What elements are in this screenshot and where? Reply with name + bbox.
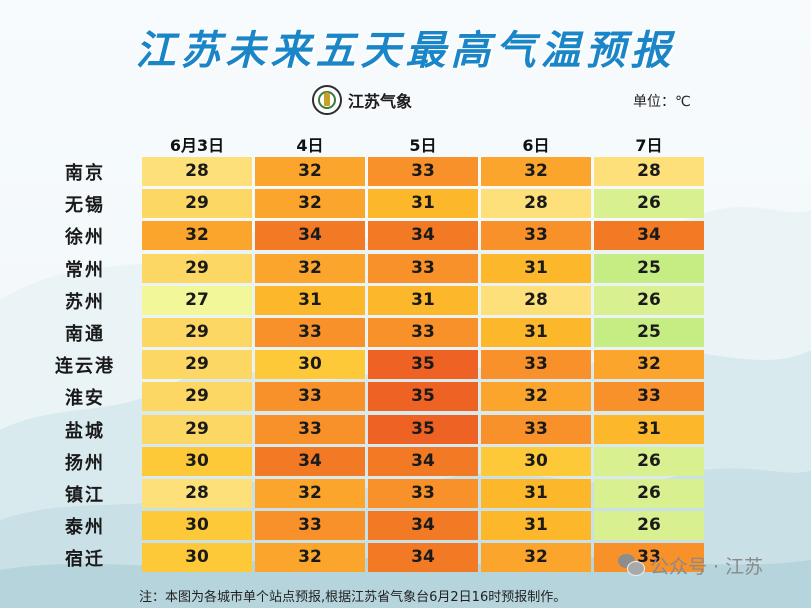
temperature-cell: 25 xyxy=(594,253,704,283)
footnote: 注：本图为各城市单个站点预报,根据江苏省气象台6月2日16时预报制作。 xyxy=(139,590,567,605)
temperature-cell: 31 xyxy=(481,318,591,347)
temperature-cell: 27 xyxy=(142,285,252,315)
temperature-cell: 33 xyxy=(594,382,704,412)
temperature-cell: 33 xyxy=(481,350,591,380)
temperature-cell: 33 xyxy=(368,479,478,508)
temperature-cell: 28 xyxy=(142,157,252,186)
city-label: 宿迁 xyxy=(65,549,105,571)
column-header: 4日 xyxy=(296,136,324,155)
temperature-cell: 34 xyxy=(368,221,478,251)
temperature-cell: 33 xyxy=(481,221,591,251)
temperature-cell: 33 xyxy=(594,543,704,573)
temperature-cell: 35 xyxy=(368,382,478,412)
temperature-cell: 29 xyxy=(142,318,252,347)
temperature-cell: 32 xyxy=(255,157,365,186)
temperature-cell: 30 xyxy=(142,511,252,541)
wechat-watermark: 公众号 · 江苏 xyxy=(618,548,763,582)
jiangsu-meteorology-emblem-icon xyxy=(312,85,342,115)
temperature-cell: 34 xyxy=(594,221,704,251)
temperature-cell: 28 xyxy=(481,285,591,315)
city-label: 南通 xyxy=(65,324,105,345)
temperature-cell: 32 xyxy=(594,350,704,380)
city-label: 无锡 xyxy=(65,195,105,217)
temperature-cell: 32 xyxy=(255,543,365,573)
city-label: 徐州 xyxy=(65,227,105,249)
watermark-text: 公众号 · 江苏 xyxy=(650,555,764,578)
temperature-cell: 32 xyxy=(255,253,365,283)
temperature-cell: 32 xyxy=(255,189,365,219)
temperature-cell: 29 xyxy=(142,189,252,219)
temperature-cell: 30 xyxy=(142,446,252,476)
city-label: 淮安 xyxy=(65,388,105,410)
temperature-cell: 26 xyxy=(594,511,704,541)
temperature-cell: 31 xyxy=(594,414,704,444)
city-label: 连云港 xyxy=(55,356,115,378)
temperature-cell: 32 xyxy=(481,543,591,573)
temperature-cell: 33 xyxy=(481,414,591,444)
temperature-cell: 28 xyxy=(594,157,704,186)
temperature-cell: 31 xyxy=(255,285,365,315)
temperature-cell: 34 xyxy=(255,221,365,251)
temperature-cell: 29 xyxy=(142,350,252,380)
temperature-cell: 28 xyxy=(481,189,591,219)
column-header: 6日 xyxy=(522,136,550,155)
temperature-cell: 33 xyxy=(255,382,365,412)
temperature-cell: 33 xyxy=(255,511,365,541)
temperature-cell: 30 xyxy=(255,350,365,380)
logo-text: 江苏气象 xyxy=(348,92,413,111)
temperature-cell: 31 xyxy=(368,285,478,315)
temperature-cell: 31 xyxy=(481,479,591,508)
temperature-cell: 26 xyxy=(594,446,704,476)
temperature-cell: 32 xyxy=(255,479,365,508)
temperature-cell: 35 xyxy=(368,350,478,380)
city-label: 泰州 xyxy=(65,517,105,539)
temperature-cell: 32 xyxy=(142,221,252,251)
wechat-icon xyxy=(618,554,645,576)
city-label: 盐城 xyxy=(65,420,105,442)
temperature-cell: 30 xyxy=(142,543,252,573)
temperature-cell: 33 xyxy=(368,318,478,347)
temperature-cell: 32 xyxy=(481,382,591,412)
temperature-cell: 34 xyxy=(368,511,478,541)
temperature-cell: 31 xyxy=(368,189,478,219)
temperature-cell: 26 xyxy=(594,479,704,508)
temperature-cell: 26 xyxy=(594,189,704,219)
column-header: 6月3日 xyxy=(169,136,225,155)
temperature-cell: 29 xyxy=(142,253,252,283)
city-label: 苏州 xyxy=(65,291,105,313)
page-title: 江苏未来五天最高气温预报 xyxy=(135,28,676,74)
temperature-cell: 34 xyxy=(368,543,478,573)
column-header: 5日 xyxy=(409,136,437,155)
temperature-cell: 34 xyxy=(368,446,478,476)
temperature-cell: 33 xyxy=(255,414,365,444)
temperature-cell: 25 xyxy=(594,318,704,347)
city-label: 扬州 xyxy=(65,452,105,474)
brand-logo: 江苏气象 xyxy=(312,83,412,117)
temperature-cell: 33 xyxy=(368,157,478,186)
temperature-cell: 29 xyxy=(142,382,252,412)
temperature-cell: 31 xyxy=(481,253,591,283)
unit-label: 单位：℃ xyxy=(633,94,691,110)
temperature-cell: 33 xyxy=(255,318,365,347)
temperature-cell: 26 xyxy=(594,285,704,315)
temperature-cell: 32 xyxy=(481,157,591,186)
temperature-cell: 31 xyxy=(481,511,591,541)
temperature-cell: 34 xyxy=(255,446,365,476)
city-label: 常州 xyxy=(65,259,105,281)
temperature-cell: 28 xyxy=(142,479,252,508)
temperature-cell: 29 xyxy=(142,414,252,444)
temperature-cell: 33 xyxy=(368,253,478,283)
city-label: 南京 xyxy=(65,163,105,184)
city-label: 镇江 xyxy=(65,485,105,506)
temperature-cell: 30 xyxy=(481,446,591,476)
column-header: 7日 xyxy=(635,136,663,155)
temperature-cell: 35 xyxy=(368,414,478,444)
